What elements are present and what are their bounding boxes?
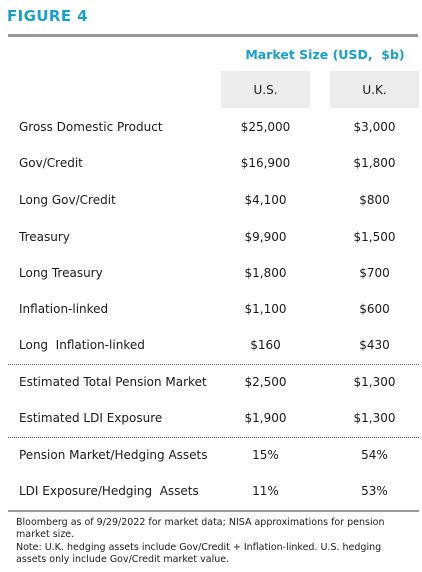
table-row: Estimated Total Pension Market $2,500 $1…	[0, 373, 422, 393]
row-label: Pension Market/Hedging Assets	[19, 448, 208, 462]
row-label: Gov/Credit	[19, 156, 83, 170]
row-label: LDI Exposure/Hedging Assets	[19, 484, 199, 498]
figure-title: FIGURE 4	[7, 7, 88, 25]
row-uk-value: $700	[359, 266, 390, 280]
note-footnote: Note: U.K. hedging assets include Gov/Cr…	[16, 542, 382, 565]
row-us-value: $2,500	[244, 375, 287, 389]
row-label: Estimated LDI Exposure	[19, 411, 163, 425]
table-row: Inflation-linked $1,100 $600	[0, 300, 422, 320]
table-subtitle: Market Size (USD, $b)	[245, 47, 405, 62]
table-row: LDI Exposure/Hedging Assets 11% 53%	[0, 482, 422, 502]
table-row: Long Treasury $1,800 $700	[0, 264, 422, 284]
row-us-value: $4,100	[244, 193, 287, 207]
row-us-value: 15%	[252, 448, 279, 462]
table-row: Gov/Credit $16,900 $1,800	[0, 154, 422, 174]
row-us-value: $1,900	[244, 411, 287, 425]
row-uk-value: $1,500	[353, 230, 396, 244]
row-uk-value: 53%	[361, 484, 388, 498]
title-rule	[8, 34, 418, 37]
bottom-rule	[8, 510, 419, 512]
row-uk-value: 54%	[361, 448, 388, 462]
table-row: Treasury $9,900 $1,500	[0, 228, 422, 248]
column-header-us: U.S.	[221, 71, 310, 108]
row-uk-value: $1,300	[353, 411, 396, 425]
table-row: Estimated LDI Exposure $1,900 $1,300	[0, 409, 422, 429]
row-us-value: 11%	[252, 484, 279, 498]
table-row: Gross Domestic Product $25,000 $3,000	[0, 118, 422, 138]
column-header-uk: U.K.	[330, 71, 419, 108]
row-uk-value: $1,300	[353, 375, 396, 389]
row-us-value: $1,100	[244, 302, 287, 316]
section-divider	[8, 364, 419, 365]
table-row: Pension Market/Hedging Assets 15% 54%	[0, 446, 422, 466]
section-divider	[8, 437, 419, 438]
row-uk-value: $1,800	[353, 156, 396, 170]
row-us-value: $160	[250, 338, 281, 352]
row-label: Inflation-linked	[19, 302, 109, 316]
row-label: Gross Domestic Product	[19, 120, 163, 134]
row-uk-value: $800	[359, 193, 390, 207]
row-uk-value: $430	[359, 338, 390, 352]
row-uk-value: $600	[359, 302, 390, 316]
table-row: Long Inflation-linked $160 $430	[0, 336, 422, 356]
row-label: Treasury	[19, 230, 70, 244]
row-us-value: $9,900	[244, 230, 287, 244]
row-label: Long Gov/Credit	[19, 193, 116, 207]
row-label: Long Inflation-linked	[19, 338, 145, 352]
row-us-value: $1,800	[244, 266, 287, 280]
row-uk-value: $3,000	[353, 120, 396, 134]
table-row: Long Gov/Credit $4,100 $800	[0, 191, 422, 211]
source-footnote: Bloomberg as of 9/29/2022 for market dat…	[16, 517, 385, 540]
row-label: Estimated Total Pension Market	[19, 375, 207, 389]
row-us-value: $25,000	[240, 120, 291, 134]
row-label: Long Treasury	[19, 266, 103, 280]
row-us-value: $16,900	[240, 156, 291, 170]
